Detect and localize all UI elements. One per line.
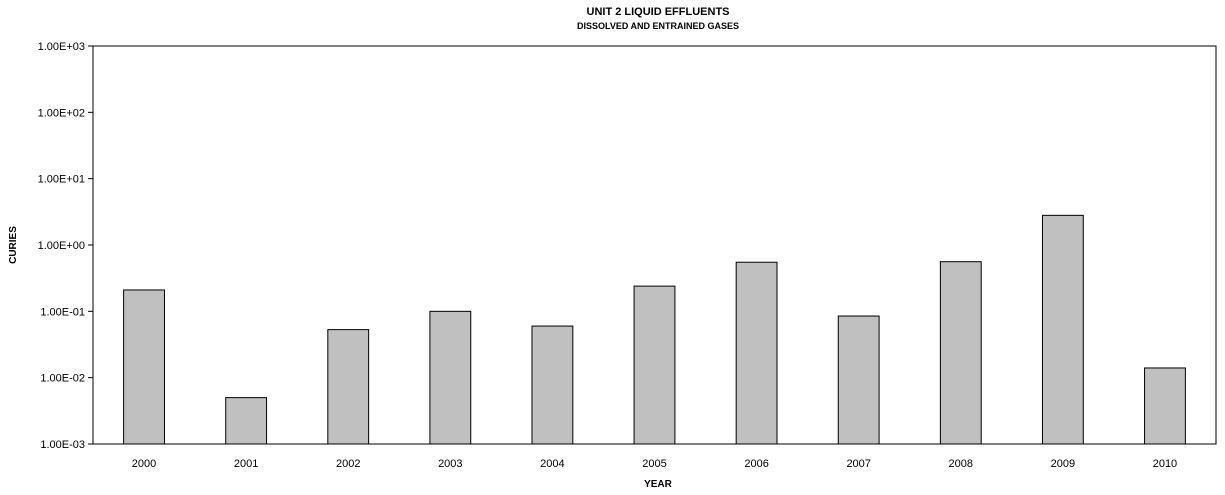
bar-2000 — [123, 289, 165, 445]
bar-2008 — [939, 261, 982, 445]
bar-2009 — [1041, 214, 1084, 445]
y-tick-label: 1.00E+01 — [38, 174, 85, 186]
x-tick-label: 2002 — [336, 458, 360, 470]
plot-area-frame — [92, 45, 1217, 445]
chart-title: UNIT 2 LIQUID EFFLUENTS — [587, 6, 730, 18]
bar-2007 — [837, 315, 880, 445]
x-tick-label: 2000 — [132, 458, 156, 470]
x-axis-ticks: 2000 2001 2002 2003 2004 2005 2006 2007 2008 2009… — [132, 458, 1177, 470]
x-tick-label: 2007 — [846, 458, 870, 470]
bar-2003 — [429, 310, 472, 445]
x-tick-label: 2004 — [540, 458, 564, 470]
x-axis-label: YEAR — [644, 479, 673, 490]
y-tick-label: 1.00E+00 — [38, 240, 85, 252]
x-tick-label: 2008 — [949, 458, 973, 470]
y-tick-label: 1.00E+03 — [38, 41, 85, 53]
x-tick-label: 2001 — [234, 458, 258, 470]
x-tick-label: 2003 — [438, 458, 462, 470]
bar-2010 — [1144, 367, 1186, 445]
x-tick-label: 2005 — [642, 458, 666, 470]
bar-2004 — [531, 325, 574, 445]
y-tick-label: 1.00E-03 — [40, 439, 85, 451]
x-tick-label: 2006 — [744, 458, 768, 470]
x-tick-label: 2009 — [1051, 458, 1075, 470]
y-tick-label: 1.00E+02 — [38, 107, 85, 119]
bar-2001 — [225, 397, 268, 445]
y-axis-label: CURIES — [8, 226, 19, 264]
x-tick-label: 2010 — [1153, 458, 1177, 470]
bar-2002 — [327, 329, 370, 445]
bar-2005 — [633, 285, 676, 445]
y-tick-label: 1.00E-02 — [40, 373, 85, 385]
y-axis-ticks: 1.00E-03 1.00E-02 1.00E-01 1.00E+00 1.00E+01… — [38, 41, 93, 451]
bars-group — [123, 214, 1186, 445]
y-tick-label: 1.00E-01 — [40, 306, 85, 318]
bar-2006 — [735, 261, 778, 445]
chart-subtitle: DISSOLVED AND ENTRAINED GASES — [577, 21, 739, 31]
